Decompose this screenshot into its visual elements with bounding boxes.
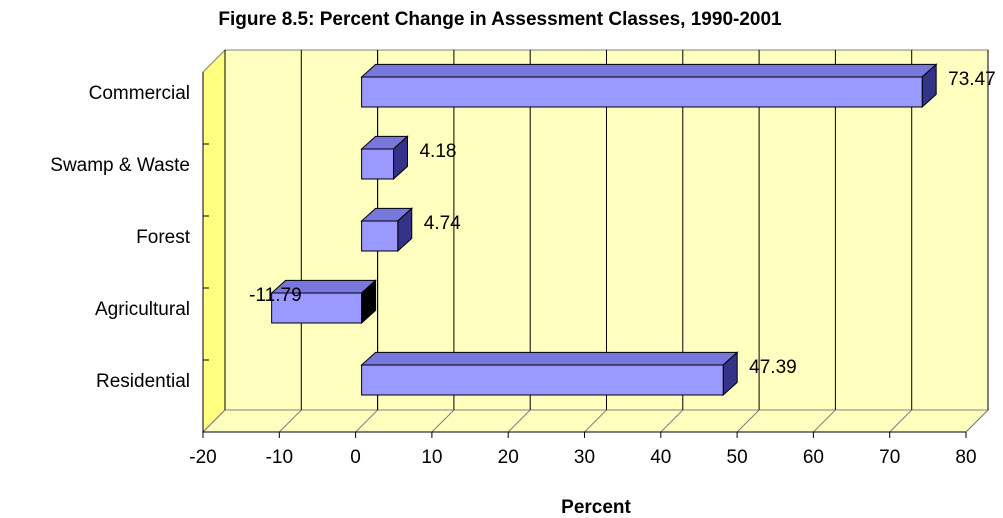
floor-line [278, 409, 302, 433]
x-axis-label: Percent [561, 497, 631, 518]
floor-line [889, 409, 913, 433]
x-tick-label: 70 [879, 447, 900, 468]
y-tick-label: Agricultural [95, 299, 190, 320]
bar [361, 364, 724, 396]
x-tick-label: 10 [421, 447, 442, 468]
floor-line [736, 409, 760, 433]
value-label: -11.79 [249, 285, 301, 306]
floor-line [660, 409, 684, 433]
x-tick-label: 0 [350, 447, 361, 468]
floor-line [202, 409, 226, 433]
y-tick-label: Forest [136, 227, 191, 248]
x-tick-label: 30 [574, 447, 595, 468]
y-tick-label: Residential [96, 371, 190, 392]
x-tick-label: 20 [498, 447, 519, 468]
side-wall [202, 48, 226, 434]
bar [361, 148, 394, 180]
x-tick-label: 60 [803, 447, 824, 468]
y-tick-label: Swamp & Waste [50, 155, 190, 176]
value-label: 4.74 [424, 213, 461, 234]
value-label: 47.39 [749, 357, 797, 378]
floor-line [813, 409, 836, 433]
x-tick-label: 40 [650, 447, 671, 468]
bar-top [360, 351, 739, 366]
chart-title: Figure 8.5: Percent Change in Assessment… [218, 9, 782, 30]
floor-line [431, 409, 455, 433]
value-label: 73.47 [948, 69, 996, 90]
bar-top [360, 63, 938, 78]
x-tick-label: -10 [266, 447, 293, 468]
x-tick-label: 50 [727, 447, 748, 468]
floor-line [965, 409, 989, 433]
bar [361, 76, 923, 108]
bar [361, 220, 399, 252]
x-tick-label: -20 [189, 447, 216, 468]
value-label: 4.18 [419, 141, 456, 162]
x-tick-label: 80 [955, 447, 976, 468]
floor-line [584, 409, 607, 433]
floor-line [355, 409, 378, 433]
floor-line [507, 409, 531, 433]
bar [271, 292, 363, 324]
y-tick-label: Commercial [89, 83, 190, 104]
